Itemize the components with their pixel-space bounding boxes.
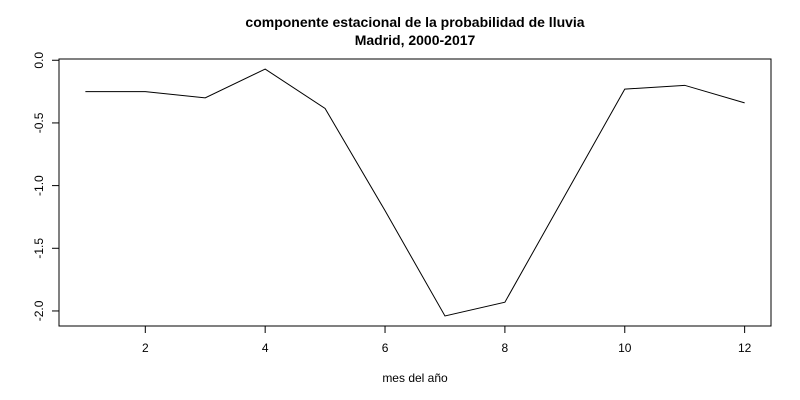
series-layer xyxy=(85,68,745,317)
y-tick-label: -2.0 xyxy=(32,300,46,321)
x-axis-label: mes del año xyxy=(382,371,448,385)
chart-subtitle: Madrid, 2000-2017 xyxy=(355,32,476,48)
x-tick-label: 6 xyxy=(382,341,389,355)
series-line xyxy=(85,68,745,317)
x-tick-label: 10 xyxy=(618,341,632,355)
x-axis: 2 4 6 8 10 12 xyxy=(142,326,752,355)
x-tick-label: 4 xyxy=(262,341,269,355)
x-tick-label: 12 xyxy=(738,341,752,355)
x-tick-label: 2 xyxy=(142,341,149,355)
y-tick-label: -0.5 xyxy=(32,112,46,133)
plot-box xyxy=(58,58,772,327)
y-tick-label: 0.0 xyxy=(32,52,46,69)
x-tick-label: 8 xyxy=(502,341,509,355)
y-axis: 0.0 -0.5 -1.0 -1.5 -2.0 xyxy=(32,52,59,321)
y-tick-label: -1.0 xyxy=(32,175,46,196)
y-tick-label: -1.5 xyxy=(32,238,46,259)
chart-title: componente estacional de la probabilidad… xyxy=(245,14,584,30)
